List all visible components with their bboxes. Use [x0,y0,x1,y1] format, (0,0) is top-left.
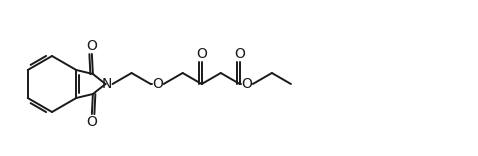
Text: O: O [241,77,252,91]
Text: O: O [234,47,245,61]
Text: O: O [152,77,163,91]
Text: N: N [101,77,112,91]
Text: O: O [87,39,98,53]
Text: O: O [87,115,98,129]
Text: O: O [196,47,207,61]
